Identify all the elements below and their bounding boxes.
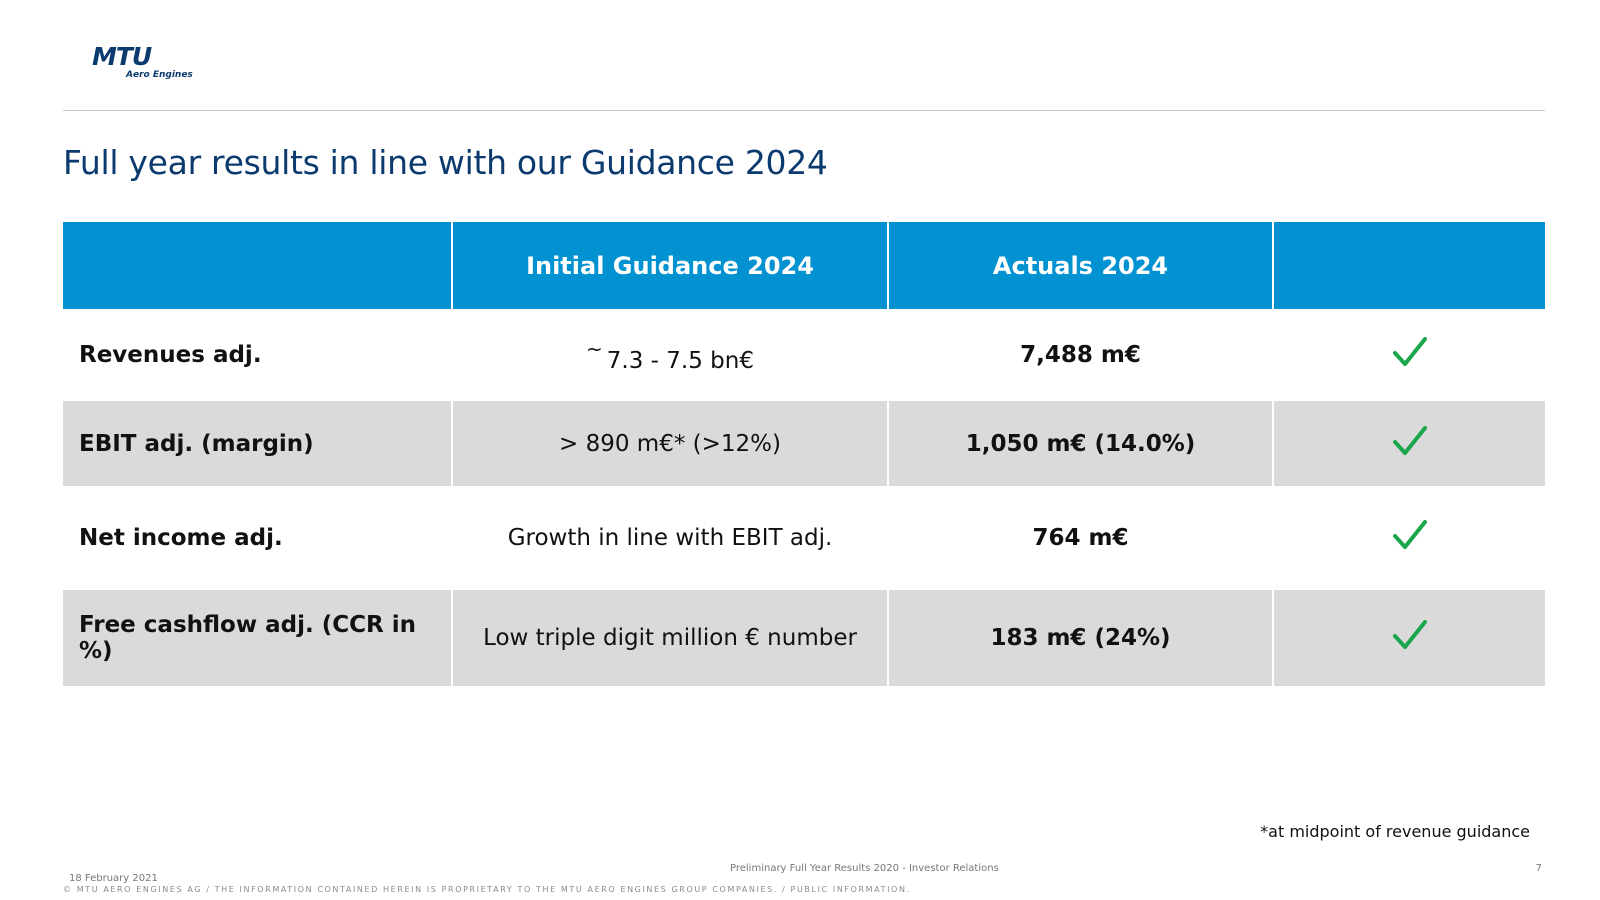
green-checkmark-icon	[1392, 620, 1427, 650]
status-cell	[1273, 309, 1545, 401]
header-cell-metric	[63, 222, 453, 309]
footer-date: 18 February 2021	[69, 873, 158, 884]
metric-label: Free cashflow adj. (CCR in %)	[63, 590, 453, 686]
table-row-net-income: Net income adj. Growth in line with EBIT…	[63, 486, 1545, 590]
metric-label: Revenues adj.	[63, 309, 453, 401]
status-cell	[1273, 401, 1545, 486]
footnote: *at midpoint of revenue guidance	[1260, 822, 1530, 841]
page-number: 7	[1535, 863, 1542, 874]
guidance-value: > 890 m€* (>12%)	[452, 401, 889, 486]
logo-wordmark: MTU	[92, 42, 152, 71]
footer-legal-notice: © MTU AERO ENGINES AG / THE INFORMATION …	[63, 885, 911, 894]
actual-value: 183 m€ (24%)	[888, 590, 1274, 686]
header-cell-actuals: Actuals 2024	[888, 222, 1274, 309]
guidance-value: Growth in line with EBIT adj.	[452, 486, 889, 590]
guidance-text: 7.3 - 7.5 bn€	[606, 347, 754, 374]
approx-tilde: ~	[586, 336, 603, 361]
actual-value: 7,488 m€	[888, 309, 1274, 401]
table-header-row: Initial Guidance 2024 Actuals 2024	[63, 222, 1545, 309]
footer-presentation-title: Preliminary Full Year Results 2020 - Inv…	[730, 863, 999, 874]
status-cell	[1273, 486, 1545, 590]
table-row-revenues: Revenues adj. ~7.3 - 7.5 bn€ 7,488 m€	[63, 309, 1545, 401]
metric-label: EBIT adj. (margin)	[63, 401, 453, 486]
metric-label: Net income adj.	[63, 486, 453, 590]
guidance-value: ~7.3 - 7.5 bn€	[452, 309, 889, 401]
actual-value: 1,050 m€ (14.0%)	[888, 401, 1274, 486]
green-checkmark-icon	[1392, 425, 1427, 456]
guidance-value: Low triple digit million € number	[452, 590, 889, 686]
mtu-logo: MTU Aero Engines	[62, 28, 202, 94]
table-row-ebit: EBIT adj. (margin) > 890 m€* (>12%) 1,05…	[63, 401, 1545, 486]
slide-title: Full year results in line with our Guida…	[63, 143, 828, 182]
header-cell-status	[1273, 222, 1545, 309]
actual-value: 764 m€	[888, 486, 1274, 590]
green-checkmark-icon	[1392, 520, 1427, 550]
green-checkmark-icon	[1392, 337, 1427, 367]
status-cell	[1273, 590, 1545, 686]
table-row-free-cashflow: Free cashflow adj. (CCR in %) Low triple…	[63, 590, 1545, 686]
header-cell-guidance: Initial Guidance 2024	[452, 222, 889, 309]
logo-subtitle: Aero Engines	[126, 70, 193, 80]
guidance-results-table: Initial Guidance 2024 Actuals 2024 Reven…	[63, 222, 1545, 686]
header-divider	[63, 110, 1545, 111]
